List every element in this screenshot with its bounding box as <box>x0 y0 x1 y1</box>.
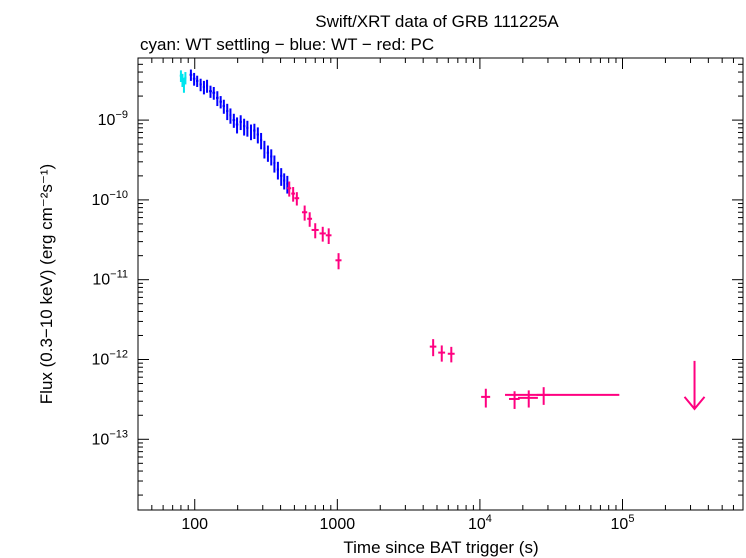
x-axis-label: Time since BAT trigger (s) <box>343 538 538 557</box>
y-tick-label: 10−9 <box>98 109 128 129</box>
data-point-wt <box>273 155 276 173</box>
data-point-wt <box>276 161 280 180</box>
data-point-wt <box>219 96 222 109</box>
axis-ticks: 100 1000 104 105 10−9 10−10 10−11 10−12 10−13 <box>92 58 744 533</box>
x-tick-label: 104 <box>468 513 492 533</box>
data-point-wt <box>189 69 193 81</box>
data-point-pc <box>536 387 550 405</box>
y-tick-label: 10−11 <box>92 269 128 289</box>
data-point-pc <box>429 339 437 357</box>
data-point-wt <box>286 175 289 194</box>
data-point-wt <box>243 118 246 136</box>
data-point-wt <box>206 79 209 93</box>
data-point-wt <box>235 117 239 134</box>
data-point-pc <box>307 212 313 227</box>
data-point-pc <box>311 223 319 239</box>
x-tick-label: 105 <box>611 513 635 533</box>
data-point-wt <box>270 149 273 166</box>
upper-limit-head <box>683 396 706 411</box>
data-point-wt <box>195 75 199 87</box>
data-point-wt <box>239 115 242 131</box>
data-point-wt <box>226 103 229 121</box>
data-point-wt <box>192 72 196 86</box>
data-point-wt_settling <box>184 72 187 85</box>
data-point-wt <box>229 108 232 124</box>
data-point-pc <box>518 390 538 408</box>
data-point-pc <box>481 388 491 408</box>
data-point-wt <box>249 124 252 141</box>
y-tick-label: 10−12 <box>92 348 128 368</box>
data-point-wt <box>209 85 212 98</box>
data-point-pc <box>438 345 446 362</box>
data-point-wt <box>263 140 266 159</box>
data-point-pc <box>287 181 292 197</box>
upper-limit-arrow <box>683 360 706 411</box>
data-point-wt <box>199 78 202 92</box>
plot-frame <box>137 57 744 511</box>
data-point-wt <box>283 173 286 190</box>
chart-subtitle: cyan: WT settling − blue: WT − red: PC <box>140 35 434 54</box>
y-tick-label: 10−13 <box>92 428 128 448</box>
data-point-wt <box>216 91 219 107</box>
data-point-wt <box>260 132 263 150</box>
data-point-pc <box>447 346 455 363</box>
data-point-wt <box>246 120 249 137</box>
x-tick-label: 1000 <box>320 516 356 533</box>
data-point-wt <box>202 80 205 95</box>
data-point-wt <box>253 123 256 139</box>
data-point-pc <box>294 192 300 206</box>
data-point-pc <box>335 253 342 270</box>
data-point-wt <box>256 127 259 144</box>
data-point-pc <box>291 187 296 202</box>
y-tick-label: 10−10 <box>92 189 128 209</box>
data-point-wt <box>222 99 225 114</box>
data-point-pc <box>301 205 308 221</box>
data-point-wt <box>280 168 283 186</box>
data-point-pc <box>319 226 326 242</box>
data-point-wt <box>232 113 236 128</box>
data-points <box>179 69 706 411</box>
data-point-pc <box>325 228 332 245</box>
x-tick-label: 100 <box>181 516 208 533</box>
y-axis-label: Flux (0.3−10 keV) (erg cm⁻²s⁻¹) <box>37 164 56 404</box>
data-point-wt <box>266 145 270 162</box>
data-point-wt <box>212 86 216 100</box>
chart-title: Swift/XRT data of GRB 111225A <box>315 12 559 31</box>
